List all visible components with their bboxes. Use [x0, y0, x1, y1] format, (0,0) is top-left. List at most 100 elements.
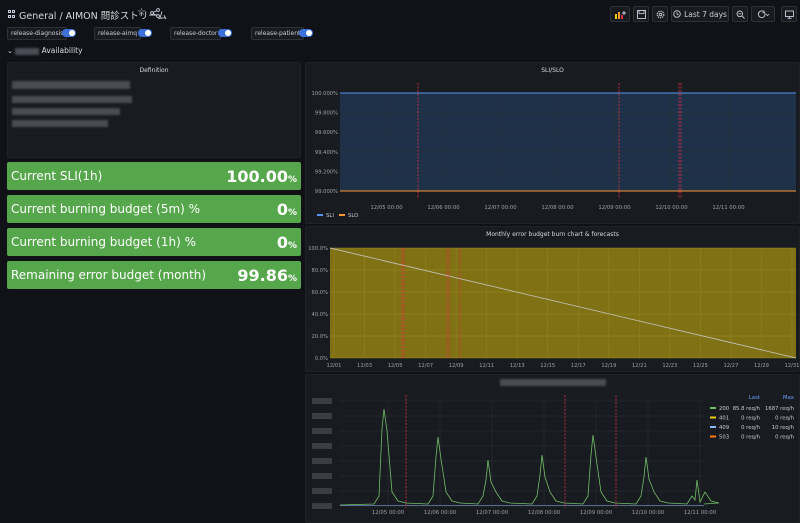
- x-tick-label: 12/05: [388, 363, 403, 369]
- legend-last: 0 req/h: [741, 416, 760, 422]
- x-tick-label: 12/10 00:00: [655, 205, 688, 211]
- stat-current-sli[interactable]: Current SLI(1h) 100.00%: [7, 162, 301, 190]
- variable-toggle[interactable]: [299, 29, 313, 37]
- legend-label: SLO: [348, 213, 358, 219]
- stat-burning-5m[interactable]: Current burning budget (5m) % 0%: [7, 195, 301, 223]
- panel-title: Definition: [139, 67, 169, 74]
- legend-label: 409: [719, 425, 729, 431]
- y-tick-label: 99.000%: [315, 189, 338, 195]
- star-icon[interactable]: ☆: [137, 7, 146, 18]
- legend-swatch: [710, 416, 716, 419]
- sli-slo-chart: 100.000% 99.800% 99.600% 99.400% 99.200% 99.0…: [312, 83, 796, 219]
- legend-swatch: [710, 435, 716, 438]
- refresh-button[interactable]: [751, 6, 775, 22]
- legend-swatch: [710, 426, 716, 428]
- x-tick-label: 12/09 00:00: [580, 510, 613, 516]
- monitor-icon: [784, 10, 794, 19]
- x-tick-label: 12/25: [693, 363, 708, 369]
- variable-label: release-doctor: [170, 27, 222, 40]
- add-panel-icon: [615, 10, 626, 19]
- x-tick-label: 12/15: [540, 363, 555, 369]
- x-tick-label: 12/06 00:00: [427, 205, 460, 211]
- refresh-icon: [758, 9, 770, 18]
- x-tick-label: 12/31: [785, 363, 800, 369]
- legend-swatch: [710, 407, 716, 409]
- stat-burning-1h[interactable]: Current burning budget (1h) % 0%: [7, 228, 301, 256]
- redacted-text: [15, 47, 40, 55]
- y-tick-label: 80.0%: [312, 268, 329, 274]
- tv-mode-button[interactable]: [781, 6, 797, 22]
- variable-toggle[interactable]: [62, 29, 76, 37]
- y-tick-label: 0.0%: [315, 356, 328, 362]
- stat-value: 0%: [276, 233, 297, 252]
- redacted-y-tick: [312, 398, 332, 404]
- add-panel-button[interactable]: [610, 6, 630, 22]
- x-tick-label: 12/06 00:00: [424, 510, 457, 516]
- save-dashboard-button[interactable]: [633, 6, 649, 22]
- row-header[interactable]: ⌄ Availability: [7, 46, 83, 55]
- variable-label: release-aimq: [94, 27, 142, 40]
- x-tick-label: 12/05 00:00: [370, 205, 403, 211]
- time-range-label: Last 7 days: [684, 9, 727, 19]
- legend-label: 200: [719, 406, 730, 412]
- redacted-y-tick: [312, 473, 332, 479]
- legend-max: 0 req/h: [775, 435, 794, 441]
- redacted-y-tick: [312, 413, 332, 419]
- y-tick-label: 99.400%: [315, 150, 338, 156]
- panel-title: [306, 379, 799, 386]
- x-tick-label: 12/09: [449, 363, 464, 369]
- save-icon: [636, 9, 646, 19]
- variable-toggle[interactable]: [218, 29, 232, 37]
- stat-label: Current SLI(1h): [11, 169, 103, 183]
- budget-burn-panel[interactable]: Monthly error budget burn chart & foreca…: [305, 226, 800, 372]
- variable-toggle[interactable]: [138, 29, 152, 37]
- legend-swatch: [317, 214, 323, 216]
- x-tick-label: 12/27: [723, 363, 738, 369]
- x-tick-label: 12/08 00:00: [528, 510, 561, 516]
- x-tick-label: 12/01: [327, 363, 342, 369]
- redacted-y-tick: [312, 443, 332, 449]
- panel-title: Monthly error budget burn chart & foreca…: [486, 231, 619, 238]
- y-tick-label: 99.600%: [315, 130, 338, 136]
- redacted-y-tick: [312, 503, 332, 509]
- time-picker[interactable]: Last 7 days: [671, 6, 729, 22]
- zoom-out-button[interactable]: [732, 6, 748, 22]
- settings-button[interactable]: [652, 6, 668, 22]
- panel-title: SLI/SLO: [541, 67, 564, 74]
- x-tick-label: 12/09 00:00: [598, 205, 631, 211]
- variables-bar: release-diagnosis release-aimq release-d…: [0, 27, 800, 43]
- row-title: Availability: [41, 46, 83, 55]
- y-tick-label: 99.200%: [315, 169, 338, 175]
- gear-icon: [656, 10, 664, 18]
- legend-header: Last: [749, 395, 760, 401]
- redacted-definition: [12, 81, 132, 127]
- legend-max: 10 req/h: [772, 425, 794, 431]
- dashboards-grid-icon[interactable]: [8, 10, 16, 18]
- stat-value: 100.00%: [226, 167, 297, 186]
- stat-value: 0%: [276, 200, 297, 219]
- forecast-line: [329, 247, 797, 359]
- sli-area: [340, 93, 796, 191]
- clock-icon: [673, 10, 681, 18]
- legend-label: 401: [719, 416, 729, 422]
- stat-remaining-budget[interactable]: Remaining error budget (month) 99.86%: [7, 261, 301, 289]
- legend-swatch: [339, 214, 345, 216]
- x-tick-label: 12/07: [418, 363, 433, 369]
- x-tick-label: 12/21: [632, 363, 647, 369]
- dashboard-title[interactable]: General / AIMON 問診ストリーム: [19, 11, 167, 22]
- x-tick-label: 12/10 00:00: [632, 510, 665, 516]
- redacted-y-tick: [312, 488, 332, 494]
- x-tick-label: 12/07 00:00: [476, 510, 509, 516]
- sli-slo-panel[interactable]: SLI/SLO 100.000% 99.800% 99.600% 99.400% 99.…: [305, 62, 800, 224]
- legend-last: 85.8 req/h: [733, 406, 760, 412]
- top-nav: General / AIMON 問診ストリーム ☆ Last 7 days: [0, 0, 800, 27]
- x-tick-label: 12/13: [510, 363, 525, 369]
- share-icon[interactable]: [150, 8, 160, 18]
- legend-label: 503: [719, 435, 729, 441]
- variable-label: release-diagnosis: [7, 27, 68, 40]
- y-tick-label: 40.0%: [312, 312, 329, 318]
- legend-max: 0 req/h: [775, 416, 794, 422]
- stat-label: Current burning budget (1h) %: [11, 235, 196, 249]
- requests-panel[interactable]: 12/05 00:00 12/06 00:00 12/07 00:00 12/08 0…: [305, 374, 800, 523]
